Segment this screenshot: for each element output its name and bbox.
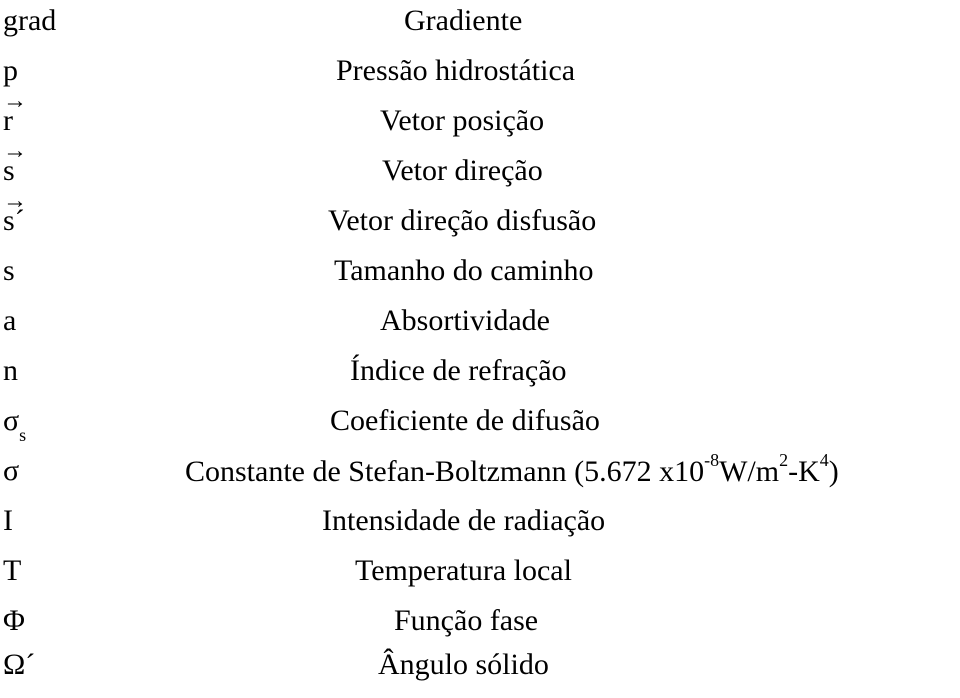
description: Intensidade de radiação: [322, 504, 605, 538]
definition-row: n Índice de refração: [0, 354, 960, 404]
symbol: Φ: [3, 604, 25, 638]
description: Vetor posição: [380, 104, 544, 138]
definition-row: I Intensidade de radiação: [0, 504, 960, 554]
symbol: →r: [3, 104, 13, 138]
description: Coeficiente de difusão: [330, 404, 600, 438]
definition-row: σs Coeficiente de difusão: [0, 404, 960, 454]
symbol: σs: [3, 404, 26, 442]
definition-row: Φ Função fase: [0, 604, 960, 654]
description: Absortividade: [380, 304, 550, 338]
symbol: grad: [3, 4, 56, 38]
definition-row: →r Vetor posição: [0, 104, 960, 154]
definition-row: T Temperatura local: [0, 554, 960, 604]
description: Constante de Stefan-Boltzmann (5.672 x10…: [185, 454, 839, 489]
definition-row: s Tamanho do caminho: [0, 254, 960, 304]
description: Função fase: [394, 604, 538, 638]
symbol: p: [3, 54, 18, 88]
nomenclature-page: grad Gradiente p Pressão hidrostática →r Veto…: [0, 0, 960, 674]
definition-row: →s´ Vetor direção disfusão: [0, 204, 960, 254]
symbol: T: [3, 554, 21, 588]
symbol: →s´: [3, 204, 25, 238]
symbol: Ω´: [3, 648, 35, 682]
symbol: →s: [3, 154, 15, 188]
definition-row: grad Gradiente: [0, 4, 960, 54]
symbol: n: [3, 354, 18, 388]
symbol: a: [3, 304, 16, 338]
description: Pressão hidrostática: [336, 54, 575, 88]
description: Índice de refração: [350, 354, 567, 388]
description: Temperatura local: [355, 554, 572, 588]
definition-row: →s Vetor direção: [0, 154, 960, 204]
description: Vetor direção: [382, 154, 543, 188]
description: Gradiente: [404, 4, 522, 38]
symbol: I: [3, 504, 13, 538]
description: Tamanho do caminho: [334, 254, 594, 288]
symbol: σ: [3, 454, 19, 488]
symbol: s: [3, 254, 15, 288]
definition-row: p Pressão hidrostática: [0, 54, 960, 104]
definition-row: Ω´ Ângulo sólido: [0, 648, 960, 698]
definition-row: a Absortividade: [0, 304, 960, 354]
definition-row: σ Constante de Stefan-Boltzmann (5.672 x1…: [0, 454, 960, 504]
description: Vetor direção disfusão: [328, 204, 596, 238]
description: Ângulo sólido: [378, 648, 549, 682]
